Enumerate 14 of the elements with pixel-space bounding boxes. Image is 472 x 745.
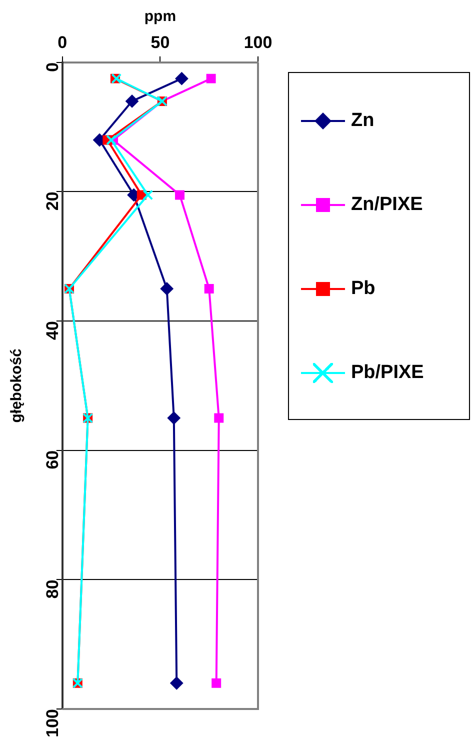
legend-label: Pb/PIXE	[351, 362, 424, 384]
legend-label: Pb	[351, 278, 376, 300]
y-tick-label: 0	[43, 62, 62, 72]
x-tick-label: 50	[150, 32, 170, 52]
y-tick-label: 40	[43, 321, 62, 340]
y-tick-label: 100	[43, 709, 62, 738]
y-tick-label: 60	[43, 450, 62, 470]
x-tick-label: 100	[244, 32, 272, 52]
y-tick-label: 20	[43, 192, 62, 211]
y-tick-label: 80	[43, 580, 62, 599]
x-axis-title: ppm	[144, 8, 176, 26]
y-axis-title: głębokość	[8, 348, 26, 423]
legend-label: Zn	[351, 110, 374, 132]
legend-label: Zn/PIXE	[351, 194, 423, 216]
